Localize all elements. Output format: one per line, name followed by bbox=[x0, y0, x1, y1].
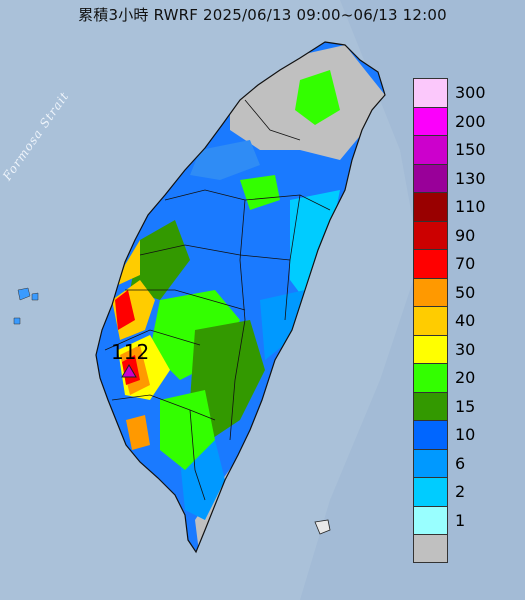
legend-label: 110 bbox=[455, 197, 486, 216]
legend-label: 90 bbox=[455, 225, 476, 245]
color-legend bbox=[413, 78, 448, 563]
map-title: 累積3小時 RWRF 2025/06/13 09:00~06/13 12:00 bbox=[78, 6, 447, 24]
legend-swatch bbox=[413, 420, 448, 449]
legend-label: 40 bbox=[455, 311, 476, 330]
legend-swatch bbox=[413, 220, 448, 249]
legend-swatch bbox=[413, 135, 448, 164]
legend-swatch bbox=[413, 249, 448, 278]
legend-label: 130 bbox=[455, 168, 486, 188]
legend-swatch bbox=[413, 534, 448, 563]
legend-swatch bbox=[413, 106, 448, 135]
legend-swatch bbox=[413, 391, 448, 420]
coastline bbox=[95, 41, 386, 554]
green-island bbox=[314, 519, 331, 535]
legend-label: 15 bbox=[455, 396, 476, 416]
legend-label: 300 bbox=[455, 83, 486, 102]
legend-swatch bbox=[413, 192, 448, 221]
legend-label: 1 bbox=[455, 510, 466, 530]
legend-swatch bbox=[413, 363, 448, 392]
legend-label: 6 bbox=[455, 453, 466, 473]
legend-swatch bbox=[413, 448, 448, 477]
legend-swatch bbox=[413, 163, 448, 192]
legend-label: 10 bbox=[455, 425, 476, 444]
legend-label: 20 bbox=[455, 368, 476, 387]
legend-swatch bbox=[413, 306, 448, 335]
triangle-marker-icon bbox=[121, 364, 137, 378]
penghu-islands bbox=[13, 287, 39, 325]
legend-swatch bbox=[413, 505, 448, 534]
peak-value-label: 112 bbox=[111, 340, 150, 364]
legend-label: 2 bbox=[455, 482, 466, 501]
legend-label: 30 bbox=[455, 339, 476, 359]
legend-label: 70 bbox=[455, 254, 476, 273]
legend-swatch bbox=[413, 277, 448, 306]
legend-label: 150 bbox=[455, 140, 486, 159]
legend-label: 50 bbox=[455, 282, 476, 302]
legend-swatch bbox=[413, 477, 448, 506]
legend-label: 200 bbox=[455, 111, 486, 131]
legend-swatch bbox=[413, 78, 448, 107]
county-borders bbox=[104, 99, 331, 501]
legend-swatch bbox=[413, 334, 448, 363]
